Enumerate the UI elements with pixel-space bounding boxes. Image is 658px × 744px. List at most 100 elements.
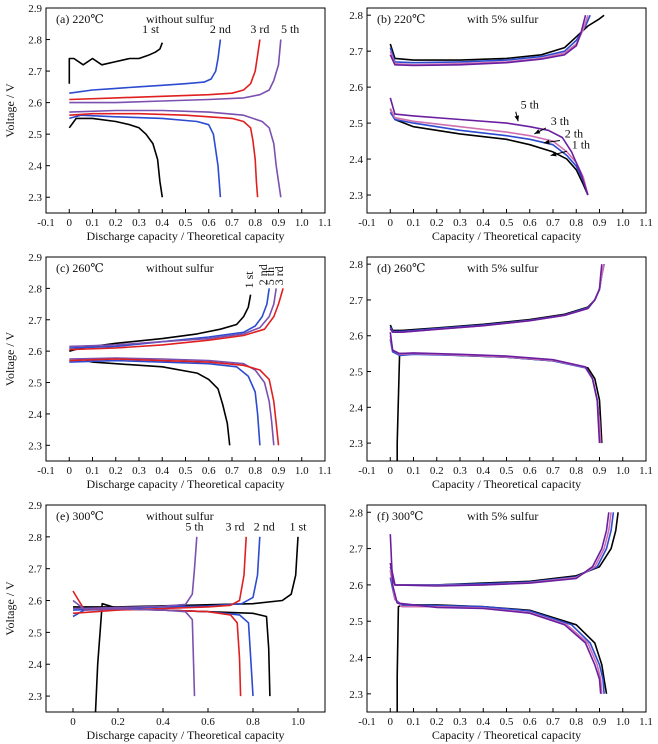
series-charge-line	[73, 536, 299, 608]
panel-subtitle: without sulfur	[146, 509, 214, 523]
y-tick-label: 2.5	[28, 627, 42, 639]
y-tick-label: 2.8	[28, 283, 42, 295]
series-discharge-line	[72, 599, 196, 697]
plot-frame	[45, 504, 326, 713]
x-tick-label: 0.4	[156, 716, 170, 728]
panel-b: -0.1 0 0.1 0.2 0.3 0.4 0.5 0.6 0.7 0.8 0.9 1.0 1.1 2.…	[349, 7, 653, 243]
x-axis-label: Capacity / Theoretical capacity	[432, 477, 581, 491]
x-tick-label: 0.5	[179, 217, 193, 229]
series-label: 5 th	[281, 22, 299, 36]
series-group	[72, 536, 299, 712]
panel-a: -0.1 0 0.1 0.2 0.3 0.4 0.5 0.6 0.7 0.8 0.9 1.0 1.1 2.…	[3, 3, 332, 243]
x-tick-label: 1.0	[616, 465, 630, 477]
panel-title: (d) 260℃	[377, 261, 425, 275]
y-tick-label: 2.3	[349, 689, 363, 701]
x-tick-label: 0	[388, 217, 394, 229]
panel-e: 0 0.2 0.4 0.6 0.8 1.0 2.3 2.4 2.5 2.6 2.7 2.8 2.9 Dis…	[3, 500, 326, 742]
x-tick-label: 0.5	[500, 465, 514, 477]
series-discharge-line	[389, 534, 602, 694]
series-label: 1 st	[289, 519, 307, 533]
x-tick-label: 0.2	[430, 716, 444, 728]
x-tick-label: 0.8	[569, 217, 583, 229]
y-tick-label: 2.3	[28, 691, 42, 703]
y-tick-label: 2.6	[28, 596, 42, 608]
x-axis-label: Capacity / Theoretical capacity	[432, 728, 581, 742]
series-discharge-line	[69, 358, 280, 446]
series-discharge-line	[396, 604, 608, 712]
y-tick-label: 2.4	[28, 161, 42, 173]
x-tick-label: 0	[67, 465, 73, 477]
x-tick-label: 0.2	[109, 217, 123, 229]
panel-subtitle: with 5% sulfur	[467, 12, 538, 26]
panel-title: (c) 260℃	[56, 261, 104, 275]
x-tick-label: 0.1	[407, 465, 421, 477]
x-tick-label: 0.1	[86, 217, 100, 229]
x-tick-label: 0.8	[248, 217, 262, 229]
x-axis-label: Discharge capacity / Theoretical capacit…	[86, 728, 284, 742]
x-tick-label: 0.6	[202, 217, 216, 229]
plot-frame	[366, 256, 647, 462]
x-tick-label: 0.6	[523, 465, 537, 477]
y-tick-label: 2.6	[28, 98, 42, 110]
series-label: 1 st	[142, 22, 160, 36]
y-tick-label: 2.6	[349, 580, 363, 592]
y-tick-label: 2.8	[349, 507, 363, 519]
x-tick-label: 0.6	[201, 716, 215, 728]
series-group	[389, 14, 605, 196]
x-tick-label: 0.2	[111, 716, 125, 728]
series-discharge-line	[94, 602, 271, 712]
series-charge-line	[72, 536, 198, 610]
x-tick-label: 0.2	[430, 217, 444, 229]
x-tick-label: 1.1	[639, 465, 653, 477]
x-tick-label: -0.1	[37, 465, 54, 477]
series-charge-line	[69, 288, 277, 348]
y-tick-label: 2.5	[28, 378, 42, 390]
x-tick-label: 0.4	[155, 217, 169, 229]
x-tick-label: 0.9	[272, 465, 286, 477]
x-tick-label: 0.5	[179, 465, 193, 477]
y-tick-label: 2.3	[28, 440, 42, 452]
y-tick-label: 2.9	[28, 500, 42, 512]
y-axis-label: Voltage / V	[3, 332, 17, 387]
y-tick-label: 2.5	[349, 616, 363, 628]
x-tick-label: -0.1	[358, 465, 375, 477]
label-arrow-head	[534, 129, 541, 134]
x-tick-label: 0.5	[500, 217, 514, 229]
series-charge-line	[389, 264, 603, 334]
y-tick-label: 2.4	[28, 409, 42, 421]
y-tick-label: 2.4	[349, 154, 363, 166]
x-tick-label: 0.7	[225, 217, 239, 229]
y-tick-label: 2.9	[28, 252, 42, 264]
y-tick-label: 2.8	[28, 532, 42, 544]
series-label: 5 th	[185, 519, 203, 533]
series-group	[69, 288, 284, 446]
series-discharge-line	[85, 359, 231, 446]
y-tick-label: 2.7	[349, 46, 363, 58]
series-discharge-line	[69, 109, 282, 198]
series-discharge-line	[389, 577, 605, 694]
series-charge-line	[389, 15, 587, 67]
x-tick-label: 1.1	[318, 465, 332, 477]
x-tick-label: 0.6	[523, 716, 537, 728]
x-tick-label: 0.2	[430, 465, 444, 477]
series-discharge-line	[389, 108, 589, 196]
x-tick-label: 0.6	[202, 465, 216, 477]
series-label: 5 th	[263, 267, 277, 285]
x-tick-label: 1.1	[318, 217, 332, 229]
x-tick-label: 0.2	[109, 465, 123, 477]
series-charge-line	[69, 39, 261, 101]
x-tick-label: 0.7	[225, 465, 239, 477]
x-tick-label: 0.9	[593, 716, 607, 728]
y-tick-label: 2.4	[349, 402, 363, 414]
x-tick-label: -0.1	[358, 217, 375, 229]
panel-subtitle: with 5% sulfur	[467, 261, 538, 275]
x-tick-label: 0	[388, 716, 394, 728]
x-tick-label: 0.9	[593, 465, 607, 477]
y-tick-label: 2.8	[28, 35, 42, 47]
y-tick-label: 2.6	[349, 82, 363, 94]
plot-frame	[366, 7, 647, 214]
y-tick-label: 2.5	[28, 129, 42, 141]
x-tick-label: 0.8	[246, 716, 260, 728]
x-tick-label: 1.0	[295, 217, 309, 229]
